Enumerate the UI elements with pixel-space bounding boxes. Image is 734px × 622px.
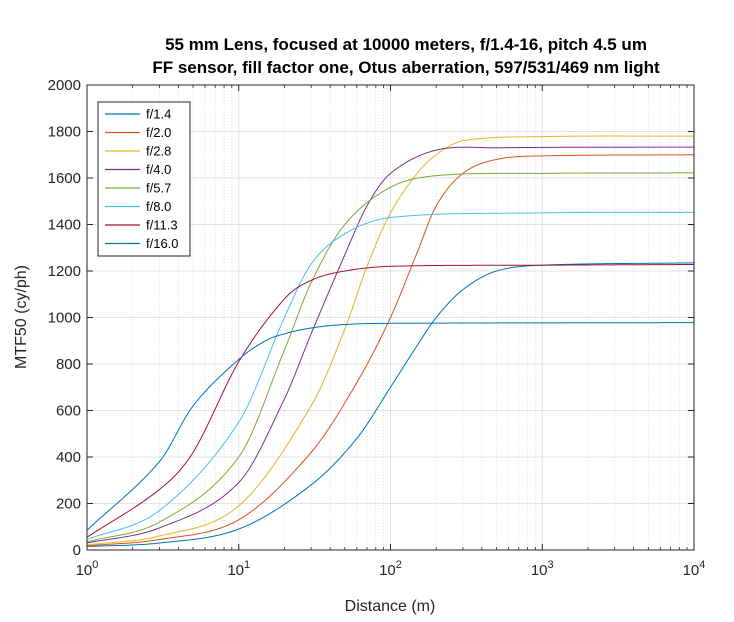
series-line-5 xyxy=(86,211,695,541)
x-axis-label: Distance (m) xyxy=(345,598,436,615)
y-tick-label: 1800 xyxy=(48,124,81,141)
series-line-3 xyxy=(86,146,695,544)
y-tick-label: 600 xyxy=(56,403,81,420)
chart-title-line-1: 55 mm Lens, focused at 10000 meters, f/1… xyxy=(165,35,647,54)
series-line-0 xyxy=(86,262,695,548)
axis-ticks xyxy=(86,84,695,551)
y-tick-labels: 0 200 400 600 800 1000 1200 1400 1600 1800 2000 xyxy=(48,77,81,559)
legend-entry-7: f/16.0 xyxy=(146,236,179,251)
y-axis-label: MTF50 (cy/ph) xyxy=(13,265,30,369)
y-tick-label: 1400 xyxy=(48,217,81,234)
series-line-1 xyxy=(86,154,695,547)
minor-grid xyxy=(132,85,688,550)
legend-box xyxy=(97,101,191,257)
y-tick-label: 1000 xyxy=(48,310,81,327)
series-lines xyxy=(86,135,695,548)
x-tick-label: 100 xyxy=(76,559,99,579)
x-tick-labels: 100 101 102 103 104 xyxy=(76,559,706,579)
legend-entry-5: f/8.0 xyxy=(146,199,171,214)
y-tick-label: 400 xyxy=(56,449,81,466)
legend: f/1.4 f/2.0 f/2.8 f/4.0 f/5.7 f/8.0 f/11.3 f/16… xyxy=(97,101,191,257)
x-tick-label: 103 xyxy=(531,559,554,579)
legend-entry-3: f/4.0 xyxy=(146,162,171,177)
x-tick-label: 102 xyxy=(379,559,402,579)
y-tick-label: 0 xyxy=(73,542,81,559)
series-line-6 xyxy=(86,263,695,538)
chart-title-line-2: FF sensor, fill factor one, Otus aberrat… xyxy=(152,58,660,77)
y-tick-label: 2000 xyxy=(48,77,81,94)
x-tick-label: 104 xyxy=(683,559,706,579)
y-tick-label: 1200 xyxy=(48,263,81,280)
legend-entry-0: f/1.4 xyxy=(146,107,171,122)
legend-entry-6: f/11.3 xyxy=(146,218,178,233)
series-line-2 xyxy=(86,135,695,546)
y-tick-label: 200 xyxy=(56,496,81,513)
legend-entry-4: f/5.7 xyxy=(146,181,171,196)
legend-entry-2: f/2.8 xyxy=(146,144,171,159)
y-tick-label: 800 xyxy=(56,356,81,373)
legend-entry-1: f/2.0 xyxy=(146,125,171,140)
series-line-4 xyxy=(86,172,695,543)
x-tick-label: 101 xyxy=(227,559,250,579)
y-tick-label: 1600 xyxy=(48,170,81,187)
series-line-7 xyxy=(86,322,694,531)
